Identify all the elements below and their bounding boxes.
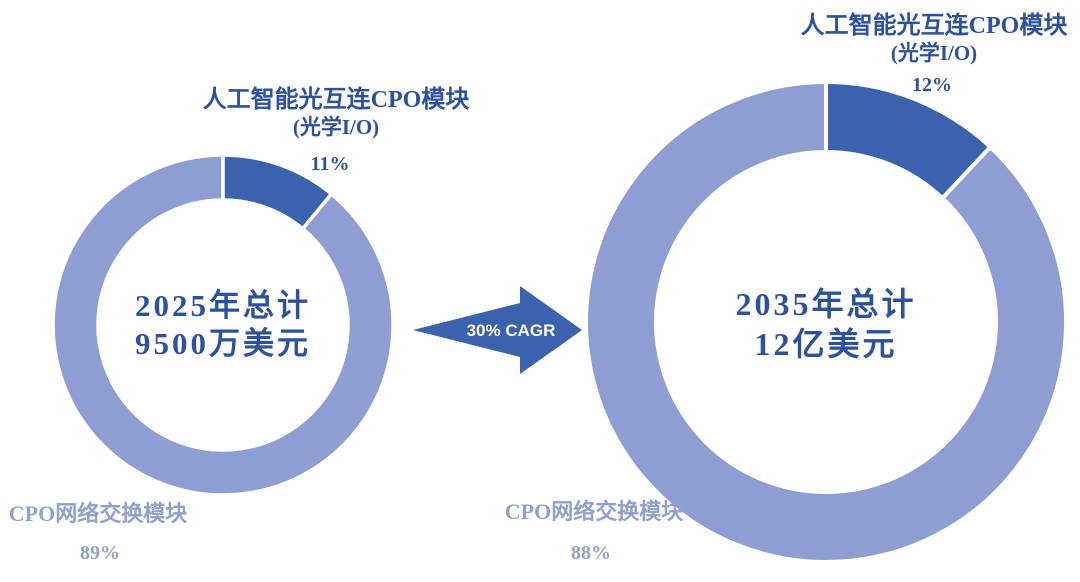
center-label-2025: 2025年总计 9500万美元	[83, 287, 363, 363]
label-ai-cpo-2035-line2: (光学I/O)	[890, 40, 978, 65]
label-ai-cpo-2025-line1: 人工智能光互连CPO模块	[202, 87, 470, 113]
pct-ai-cpo-2035: 12%	[912, 74, 952, 96]
pct-network-switch-2035: 88%	[571, 542, 611, 564]
pct-ai-cpo-2025: 11%	[310, 153, 350, 175]
label-ai-cpo-2035: 人工智能光互连CPO模块 (光学I/O)	[784, 12, 1080, 66]
donut-2025-segment-network-switch	[51, 153, 395, 497]
label-network-switch-2025: CPO网络交换模块	[8, 501, 188, 526]
growth-arrow-label: 30% CAGR	[467, 321, 556, 340]
pct-network-switch-2025: 89%	[80, 542, 120, 564]
growth-arrow: 30% CAGR	[413, 286, 582, 374]
growth-arrow-shape	[413, 286, 582, 374]
center-label-2035-line2: 12亿美元	[754, 326, 898, 362]
label-ai-cpo-2035-line1: 人工智能光互连CPO模块	[800, 13, 1068, 39]
label-network-switch-2035: CPO网络交换模块	[504, 499, 684, 524]
donut-2035-segment-ai-cpo	[824, 80, 993, 201]
label-ai-cpo-2025-line2: (光学I/O)	[292, 114, 380, 139]
donut-2025	[51, 153, 395, 497]
donut-2035	[584, 80, 1069, 564]
label-ai-cpo-2025: 人工智能光互连CPO模块 (光学I/O)	[176, 86, 496, 140]
center-label-2035-line1: 2035年总计	[735, 286, 917, 322]
center-label-2025-line2: 9500万美元	[135, 326, 311, 361]
donut-2035-segment-network-switch	[584, 80, 1069, 564]
center-label-2025-line1: 2025年总计	[135, 288, 311, 323]
donut-2025-segment-ai-cpo	[221, 153, 334, 231]
center-label-2035: 2035年总计 12亿美元	[686, 284, 966, 364]
